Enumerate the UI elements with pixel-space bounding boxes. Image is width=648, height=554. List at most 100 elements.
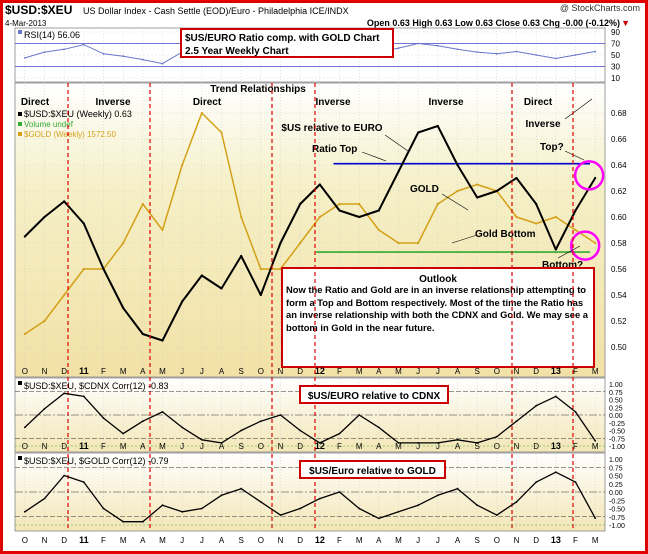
main-tick-label: 0.60 xyxy=(611,213,627,222)
outlook-box xyxy=(281,267,595,368)
gold-line-point xyxy=(220,131,223,134)
corr-tick-label: -1.00 xyxy=(609,444,625,451)
ratio-line-point xyxy=(240,254,243,258)
gold-line-point xyxy=(436,202,439,206)
ratio-line-point xyxy=(338,209,341,212)
x-axis-label: D xyxy=(533,536,539,545)
corr-point xyxy=(43,407,46,410)
x-axis-label: O xyxy=(258,536,264,545)
x-axis-label: 13 xyxy=(551,441,561,451)
gold-line-point xyxy=(43,319,46,323)
x-axis-label: J xyxy=(180,442,184,451)
corr-point xyxy=(574,411,577,413)
corr-point xyxy=(181,426,184,429)
gold-line-point xyxy=(63,293,66,297)
gold-line-point xyxy=(417,241,420,245)
rsi-label: RSI(14) 56.06 xyxy=(24,30,80,40)
x-axis-label: A xyxy=(219,442,225,451)
x-axis-label: D xyxy=(533,442,539,451)
corr-point xyxy=(574,481,577,483)
x-axis-label: F xyxy=(337,367,342,376)
corr-point xyxy=(63,474,66,477)
corr-point xyxy=(535,481,538,483)
x-axis-label: J xyxy=(180,367,184,376)
corr-point xyxy=(417,442,420,444)
x-axis-label: J xyxy=(200,536,204,545)
corr-point xyxy=(338,432,341,435)
corr-tick-label: -0.75 xyxy=(609,515,625,522)
x-axis-label: 11 xyxy=(79,366,89,376)
rsi-point xyxy=(535,54,538,56)
x-axis-label: F xyxy=(573,367,578,376)
corr-point xyxy=(299,429,302,432)
ratio-line-point xyxy=(574,209,577,212)
outlook-title: Outlook xyxy=(419,274,457,285)
corr-point xyxy=(554,471,557,474)
x-axis-label: J xyxy=(416,442,420,451)
ratio-line-point xyxy=(141,332,144,336)
trend-relationships-label: Trend Relationships xyxy=(210,84,306,95)
rsi-point xyxy=(417,42,420,45)
corr-point xyxy=(456,438,459,441)
corr-tick-label: 0.25 xyxy=(609,482,623,489)
x-axis-label: M xyxy=(356,536,363,545)
corr-point xyxy=(495,514,498,516)
gold-line-point xyxy=(554,215,557,219)
rsi-point xyxy=(574,54,577,56)
ratio-line-point xyxy=(279,241,282,245)
gold-label: GOLD xyxy=(410,184,439,195)
x-axis-label: M xyxy=(395,367,402,376)
x-axis-label: F xyxy=(101,442,106,451)
x-axis-label: D xyxy=(61,442,67,451)
rsi-point xyxy=(397,47,400,49)
x-axis-label: S xyxy=(474,536,479,545)
ratio-line-point xyxy=(82,222,85,225)
ratio-line-point xyxy=(63,200,66,203)
corr-point xyxy=(358,507,361,510)
x-axis-label: A xyxy=(219,367,225,376)
relationship-label: Direct xyxy=(193,97,222,108)
rsi-point xyxy=(161,62,164,65)
ratio-top-arrow xyxy=(361,151,387,162)
ratio-line xyxy=(24,125,597,342)
x-axis-label: N xyxy=(42,442,48,451)
x-axis-label: 13 xyxy=(551,535,561,545)
x-axis-label: J xyxy=(416,367,420,376)
rsi-point xyxy=(82,43,85,46)
x-axis-label: 13 xyxy=(551,366,561,376)
top-arrow xyxy=(564,150,585,161)
rsi-tick-label: 70 xyxy=(611,40,620,49)
x-axis-label: S xyxy=(238,536,243,545)
ratio-line-point xyxy=(122,306,125,310)
gold-line-point xyxy=(515,215,518,219)
ratio-line-point xyxy=(436,124,439,128)
rsi-point xyxy=(476,51,479,54)
corr-point xyxy=(63,392,66,395)
x-axis-label: M xyxy=(159,536,166,545)
x-axis-label: N xyxy=(278,536,284,545)
x-axis-label: F xyxy=(101,536,106,545)
corr-points xyxy=(23,471,597,523)
corr-point xyxy=(299,507,302,510)
ratio-line-point xyxy=(259,293,262,297)
rsi-swatch xyxy=(18,30,22,34)
x-axis-label: M xyxy=(395,442,402,451)
x-axis-label: O xyxy=(22,536,28,545)
ratio-line-point xyxy=(181,300,184,303)
corr-point xyxy=(102,507,105,510)
rsi-point xyxy=(122,55,125,58)
x-axis-label: D xyxy=(61,536,67,545)
corr-points xyxy=(23,392,597,444)
gold-line-point xyxy=(574,228,577,232)
x-axis-label: N xyxy=(514,367,520,376)
x-axis-labels: O N D 11 F M A M J J A S O N D 12 F M A M J J A S O N D 13 F M xyxy=(22,441,599,451)
relationship-label: Direct xyxy=(524,97,553,108)
x-axis-label: A xyxy=(455,536,461,545)
x-axis-labels: O N D 11 F M A M J J A S O N D 12 F M A M J J A S O N D 13 F M xyxy=(22,535,599,545)
main-tick-label: 0.66 xyxy=(611,135,627,144)
corr-point xyxy=(259,420,262,423)
corr-point xyxy=(102,417,105,419)
x-axis-label: D xyxy=(533,367,539,376)
